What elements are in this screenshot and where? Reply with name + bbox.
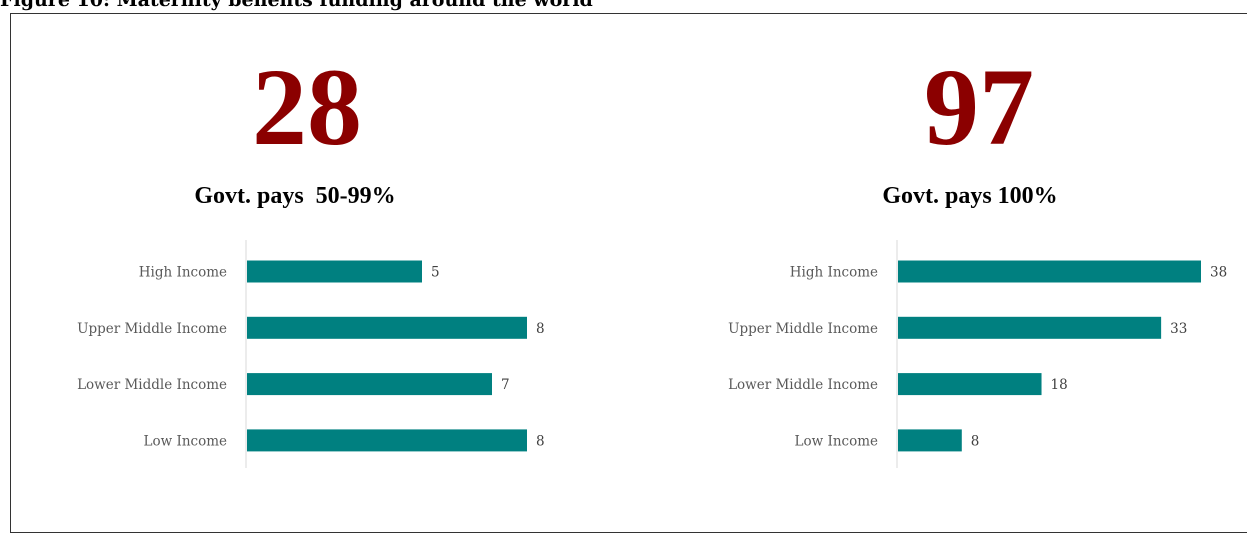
value-label: 8 — [971, 433, 980, 449]
value-label: 8 — [536, 321, 545, 337]
value-label: 8 — [536, 433, 545, 449]
category-label: Lower Middle Income — [728, 377, 878, 393]
left-bar-chart: High Income 5 Upper Middle Income 8 Lower Mi… — [77, 240, 545, 468]
bar — [247, 373, 492, 396]
bar — [247, 260, 422, 283]
value-label: 7 — [501, 377, 510, 393]
bar — [247, 429, 527, 452]
value-label: 33 — [1170, 321, 1187, 337]
right-bar-chart: High Income 38 Upper Middle Income 33 Lower … — [728, 240, 1227, 468]
left-panel-title: Govt. pays 50-99% — [194, 183, 396, 209]
right-count: 97 — [924, 46, 1034, 168]
category-label: Upper Middle Income — [77, 321, 227, 337]
category-label: High Income — [790, 265, 878, 281]
bar — [247, 316, 527, 339]
value-label: 38 — [1210, 265, 1227, 281]
value-label: 18 — [1051, 377, 1068, 393]
figure-title: Figure 10: Maternity benefits funding ar… — [0, 0, 593, 11]
right-panel-title: Govt. pays 100% — [882, 183, 1058, 209]
category-label: Lower Middle Income — [77, 377, 227, 393]
category-label: Upper Middle Income — [728, 321, 878, 337]
category-label: Low Income — [144, 433, 227, 449]
category-label: High Income — [139, 265, 227, 281]
bar — [898, 373, 1042, 396]
left-count: 28 — [252, 46, 362, 168]
bar — [898, 429, 962, 452]
bar — [898, 260, 1201, 283]
category-label: Low Income — [795, 433, 878, 449]
bar — [898, 316, 1162, 339]
value-label: 5 — [431, 265, 440, 281]
